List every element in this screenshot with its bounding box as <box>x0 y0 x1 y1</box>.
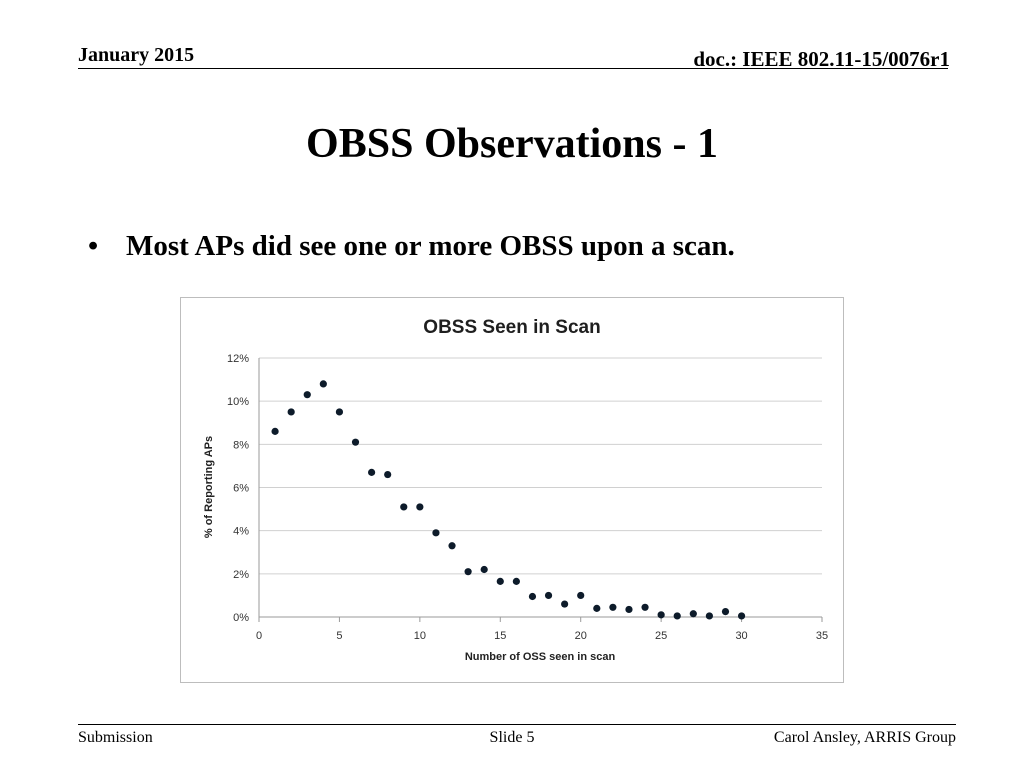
data-point <box>384 470 392 479</box>
data-point <box>577 591 585 600</box>
x-tick-label: 10 <box>414 630 426 642</box>
data-point <box>448 542 456 550</box>
data-point <box>673 612 681 620</box>
y-tick-label: 2% <box>233 569 249 581</box>
data-point <box>368 468 376 476</box>
x-tick-label: 0 <box>256 630 262 642</box>
data-point <box>737 612 746 620</box>
y-tick-label: 12% <box>227 353 249 365</box>
header-divider <box>78 68 948 69</box>
x-axis-label: Number of OSS seen in scan <box>465 651 616 663</box>
data-point <box>400 503 408 511</box>
data-point <box>721 608 730 616</box>
x-tick-label: 15 <box>494 630 506 642</box>
obss-scatter-chart: OBSS Seen in Scan % of Reporting APs Num… <box>203 317 828 663</box>
data-point <box>335 408 344 416</box>
y-tick-label: 8% <box>233 439 249 451</box>
header-doc-id: doc.: IEEE 802.11-15/0076r1 <box>693 47 950 71</box>
header-date: January 2015 <box>78 44 195 66</box>
y-tick-label: 4% <box>233 526 249 538</box>
data-point <box>641 603 649 611</box>
y-tick-label: 10% <box>227 396 249 408</box>
x-tick-label: 5 <box>336 630 342 642</box>
data-point <box>303 391 311 399</box>
data-point <box>528 592 537 601</box>
bullet-icon: • <box>88 230 99 262</box>
data-point <box>609 603 617 611</box>
y-tick-label: 0% <box>233 612 249 624</box>
data-point <box>416 503 424 511</box>
data-point <box>351 438 360 446</box>
chart-frame: OBSS Seen in Scan % of Reporting APs Num… <box>180 297 844 683</box>
footer-divider <box>78 724 956 725</box>
data-point <box>625 605 633 614</box>
footer-slide-number: Slide 5 <box>489 729 535 746</box>
y-axis-label: % of Reporting APs <box>203 436 215 538</box>
y-tick-label: 6% <box>233 483 249 495</box>
footer-left: Submission <box>78 729 153 746</box>
data-point <box>657 611 665 619</box>
x-tick-label: 20 <box>575 630 587 642</box>
data-point <box>464 568 472 576</box>
x-tick-label: 30 <box>735 630 747 642</box>
x-tick-label: 25 <box>655 630 667 642</box>
data-point <box>512 577 520 585</box>
data-point <box>287 408 295 416</box>
chart-title: OBSS Seen in Scan <box>423 317 600 338</box>
footer-author: Carol Ansley, ARRIS Group <box>773 729 956 746</box>
data-point <box>496 577 504 585</box>
data-point <box>593 604 601 612</box>
data-point <box>561 600 569 608</box>
data-point <box>271 427 279 435</box>
slide-title: OBSS Observations - 1 <box>306 121 718 167</box>
data-point <box>544 591 553 600</box>
data-point <box>705 612 714 620</box>
data-point <box>480 565 488 574</box>
data-point <box>319 380 327 388</box>
bullet-text: Most APs did see one or more OBSS upon a… <box>126 230 735 262</box>
data-point <box>689 610 697 618</box>
data-point <box>432 529 440 537</box>
x-tick-label: 35 <box>816 630 828 642</box>
